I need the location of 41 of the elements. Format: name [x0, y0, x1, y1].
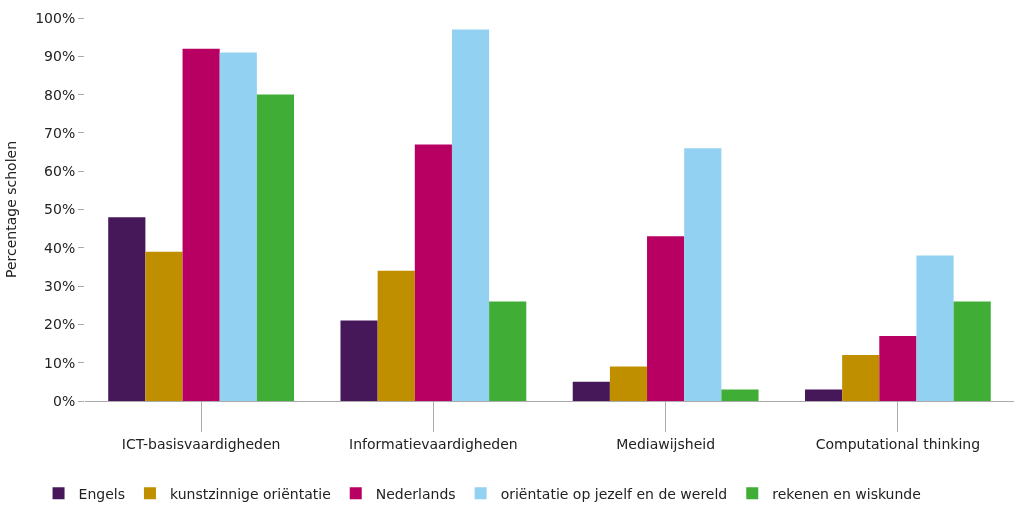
- y-tick-label: 80%: [44, 86, 76, 103]
- y-tick-label: 10%: [44, 354, 76, 371]
- bar: [572, 381, 610, 401]
- bar: [256, 94, 295, 401]
- bar: [414, 144, 452, 401]
- bar: [721, 389, 759, 401]
- bar: [804, 389, 843, 401]
- legend-label: oriëntatie op jezelf en de wereld: [500, 485, 728, 502]
- x-tick-label: ICT-basisvaardigheden: [121, 435, 281, 452]
- legend-label: Nederlands: [375, 485, 456, 502]
- legend-label: rekenen en wiskunde: [772, 485, 921, 502]
- y-tick-label: 40%: [44, 239, 76, 256]
- bar: [377, 270, 415, 401]
- y-tick-label: 30%: [44, 278, 76, 294]
- y-tick-label: 70%: [44, 124, 76, 141]
- bar: [489, 301, 527, 401]
- bar: [609, 366, 648, 401]
- bar: [451, 29, 490, 401]
- bar: [182, 48, 220, 401]
- x-tick-label: Informatievaardigheden: [349, 435, 518, 452]
- bar: [953, 301, 991, 401]
- bar: [879, 335, 917, 401]
- bar: [340, 320, 378, 401]
- bar: [842, 355, 880, 401]
- bar: [684, 148, 722, 401]
- y-tick-label: 0%: [52, 392, 76, 409]
- bar: [108, 217, 146, 401]
- bar: [647, 236, 685, 401]
- x-tick-label: Computational thinking: [815, 435, 981, 452]
- y-axis-title: Percentage scholen: [2, 140, 19, 279]
- legend-label: kunstzinnige oriëntatie: [169, 485, 331, 502]
- y-tick-label: 100%: [35, 9, 76, 26]
- y-tick-label: 20%: [44, 316, 76, 333]
- bar: [916, 255, 954, 401]
- legend-label: Engels: [78, 485, 125, 502]
- y-tick-label: 60%: [44, 163, 76, 180]
- y-tick-label: 90%: [44, 48, 76, 65]
- bar: [219, 52, 257, 401]
- y-tick-label: 50%: [44, 201, 76, 218]
- bar: [145, 251, 183, 401]
- x-tick-label: Mediawijsheid: [616, 435, 716, 452]
